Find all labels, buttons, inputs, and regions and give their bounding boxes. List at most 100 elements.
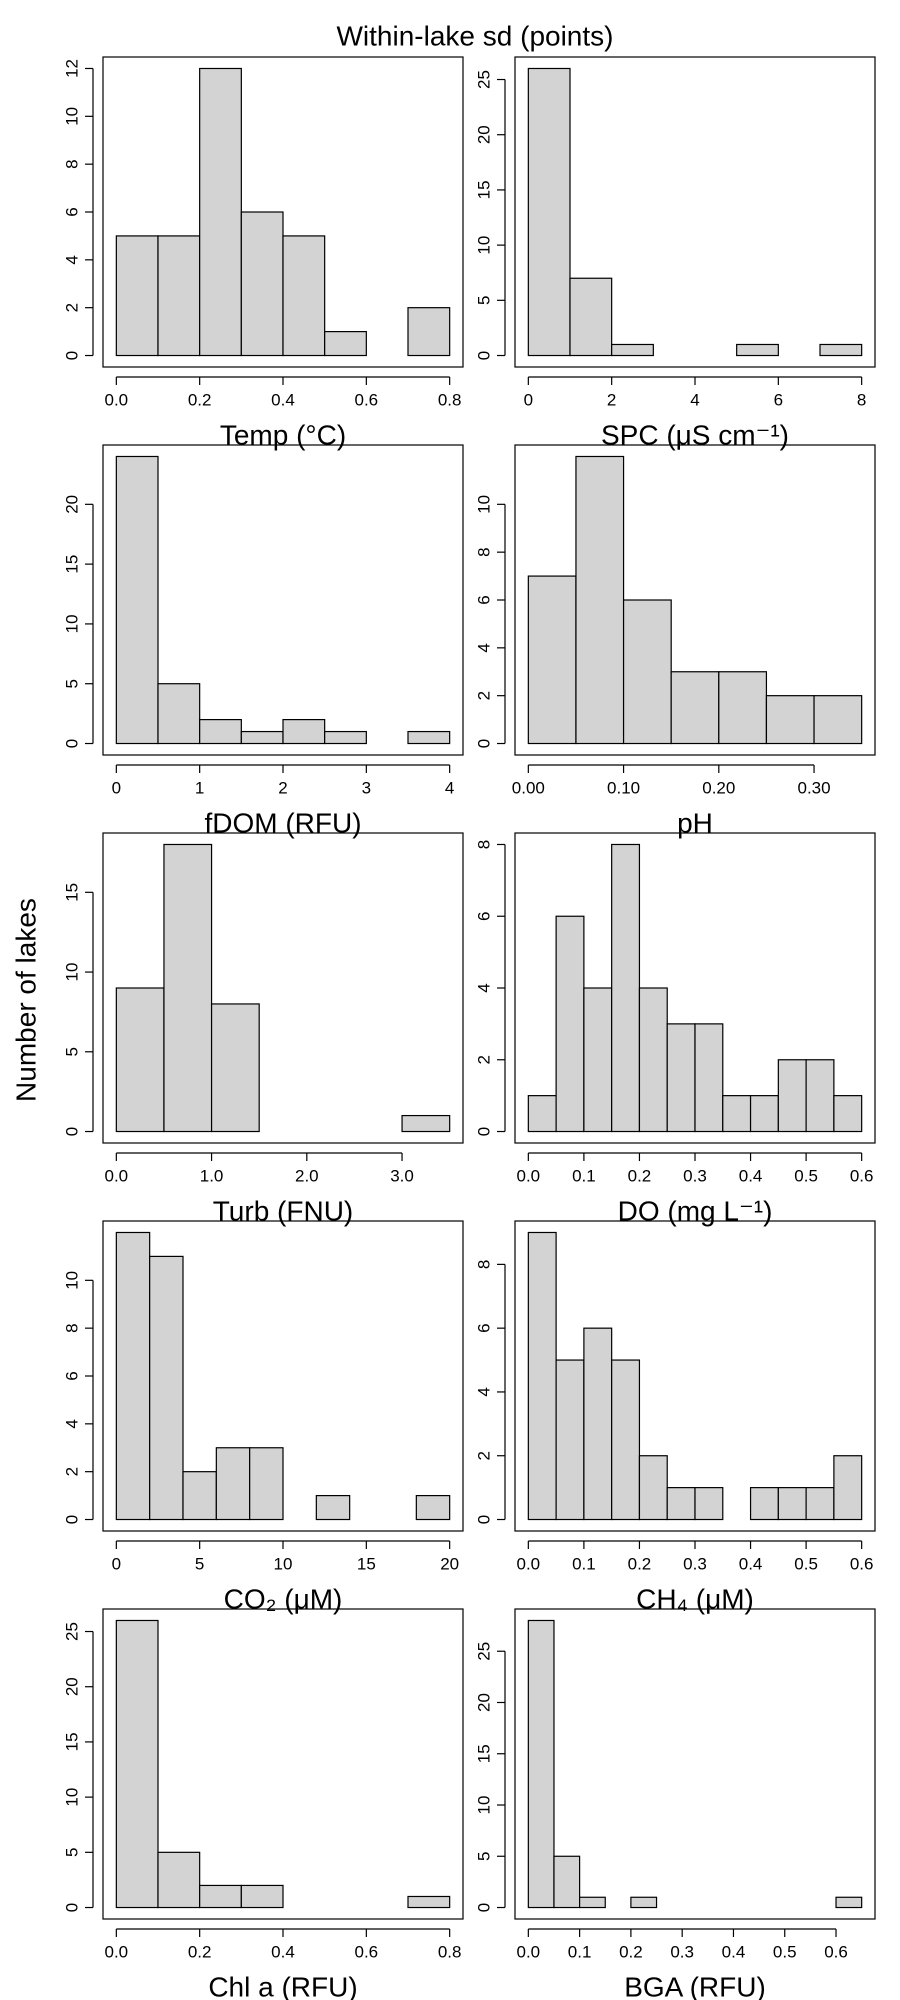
- x-tick-label: 8: [857, 390, 866, 409]
- bar: [149, 1255, 184, 1521]
- y-tick-label: 15: [62, 555, 81, 574]
- bar: [575, 455, 625, 745]
- y-tick-label: 6: [474, 912, 493, 921]
- y-tick-label: 10: [62, 1788, 81, 1807]
- y-tick-label: 10: [62, 107, 81, 126]
- x-tick-label: 0.2: [188, 390, 212, 409]
- plot-frame: [514, 444, 876, 756]
- y-tick-label: 2: [474, 1055, 493, 1064]
- y-tick-label: 15: [474, 1744, 493, 1763]
- plot-frame: [102, 444, 464, 756]
- x-tick-label: 20: [440, 1554, 459, 1573]
- bar: [583, 1327, 613, 1521]
- bar: [407, 307, 451, 357]
- y-tick-label: 8: [474, 547, 493, 556]
- x-tick-label: 0.6: [355, 390, 379, 409]
- x-tick-label: 0.20: [702, 778, 735, 797]
- x-tick-label: 10: [274, 1554, 293, 1573]
- y-tick-label: 10: [62, 963, 81, 982]
- bar: [555, 1359, 585, 1521]
- bar: [777, 1059, 807, 1133]
- x-tick-label: 0.0: [517, 1554, 541, 1573]
- y-tick-label: 6: [62, 1371, 81, 1380]
- bar: [630, 1896, 658, 1909]
- bar: [210, 1003, 260, 1133]
- bar: [666, 1023, 696, 1133]
- bar: [749, 1487, 779, 1521]
- bar: [240, 1884, 284, 1909]
- y-tick-label: 10: [474, 1796, 493, 1815]
- x-tick-label: 1.0: [200, 1166, 224, 1185]
- bar: [407, 1895, 451, 1909]
- y-tick-label: 2: [62, 303, 81, 312]
- y-tick-label: 0: [62, 1903, 81, 1912]
- bar: [718, 671, 768, 745]
- y-tick-label: 0: [62, 351, 81, 360]
- x-tick-label: 0.0: [105, 1942, 129, 1961]
- y-tick-label: 8: [62, 159, 81, 168]
- bar: [407, 730, 451, 745]
- y-tick-label: 4: [474, 643, 493, 652]
- y-tick-label: 10: [474, 236, 493, 255]
- y-tick-label: 25: [474, 1642, 493, 1661]
- x-axis-title: DO (mg L⁻¹): [618, 1195, 773, 1226]
- x-tick-label: 0.4: [271, 1942, 295, 1961]
- x-tick-label: 6: [774, 390, 783, 409]
- bar: [833, 1455, 863, 1521]
- y-tick-label: 6: [474, 1323, 493, 1332]
- bar: [819, 343, 863, 357]
- x-tick-label: 0.2: [619, 1942, 643, 1961]
- x-axis-title: SPC (μS cm⁻¹): [601, 419, 789, 450]
- x-tick-label: 2: [278, 778, 287, 797]
- y-tick-label: 0: [62, 739, 81, 748]
- bar: [199, 1884, 242, 1909]
- bar: [569, 277, 613, 357]
- bar: [324, 730, 367, 745]
- x-tick-label: 0.6: [355, 1942, 379, 1961]
- bar: [527, 1619, 555, 1909]
- x-axis-title: CH₄ (μM): [636, 1583, 754, 1614]
- y-tick-label: 20: [474, 1693, 493, 1712]
- bar: [115, 1231, 151, 1521]
- bar: [415, 1494, 451, 1521]
- x-axis-title: Chl a (RFU): [208, 1971, 357, 2000]
- y-tick-label: 0: [474, 1127, 493, 1136]
- bar: [215, 1447, 251, 1521]
- x-tick-label: 0.8: [438, 390, 462, 409]
- y-tick-label: 12: [62, 59, 81, 78]
- y-axis-title: Number of lakes: [10, 898, 41, 1102]
- y-tick-label: 4: [474, 983, 493, 992]
- x-tick-label: 0.0: [517, 1166, 541, 1185]
- y-tick-label: 0: [474, 1903, 493, 1912]
- bar: [805, 1487, 835, 1521]
- bar: [157, 1851, 201, 1909]
- y-tick-label: 4: [62, 1419, 81, 1428]
- bar: [157, 683, 201, 745]
- y-tick-label: 10: [62, 614, 81, 633]
- x-tick-label: 0.3: [670, 1942, 694, 1961]
- bar: [765, 695, 815, 745]
- figure-title: Within-lake sd (points): [337, 20, 614, 51]
- x-tick-label: 0.1: [568, 1942, 592, 1961]
- bar: [240, 211, 284, 357]
- bar: [249, 1447, 284, 1521]
- x-tick-label: 0.2: [628, 1554, 652, 1573]
- y-tick-label: 5: [474, 296, 493, 305]
- x-tick-label: 0.3: [683, 1554, 707, 1573]
- x-tick-label: 3: [362, 778, 371, 797]
- bar: [324, 330, 367, 357]
- x-tick-label: 5: [195, 1554, 204, 1573]
- x-tick-label: 0.1: [572, 1166, 596, 1185]
- y-tick-label: 6: [474, 595, 493, 604]
- bar: [282, 718, 326, 745]
- y-tick-label: 10: [474, 495, 493, 514]
- x-axis-title: CO₂ (μM): [224, 1583, 343, 1614]
- y-tick-label: 5: [62, 1047, 81, 1056]
- bar: [833, 1095, 863, 1133]
- x-tick-label: 0.2: [188, 1942, 212, 1961]
- bar: [638, 987, 668, 1133]
- x-tick-label: 0.5: [773, 1942, 797, 1961]
- bar: [282, 235, 326, 357]
- bar: [611, 843, 641, 1133]
- y-tick-label: 20: [62, 1677, 81, 1696]
